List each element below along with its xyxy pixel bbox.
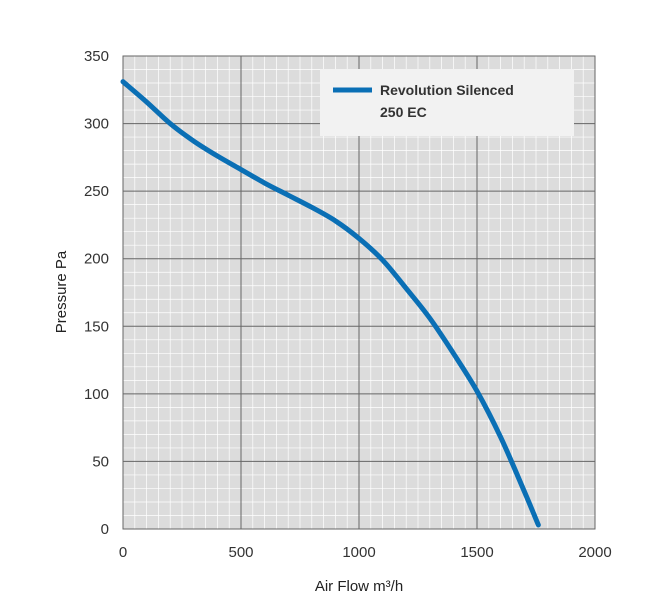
y-tick-label: 200 <box>84 251 109 268</box>
legend-label-line2: 250 EC <box>380 104 427 120</box>
x-tick-label: 2000 <box>578 544 611 561</box>
x-axis-ticks: 0 500 1000 1500 2000 <box>119 544 612 561</box>
y-tick-label: 350 <box>84 48 109 65</box>
x-tick-label: 500 <box>228 544 253 561</box>
y-tick-label: 0 <box>101 521 109 538</box>
x-tick-label: 1000 <box>342 544 375 561</box>
legend-label-line1: Revolution Silenced <box>380 82 514 98</box>
series-line-revolution-silenced-250-ec <box>120 79 541 528</box>
y-tick-label: 250 <box>84 183 109 200</box>
x-tick-label: 0 <box>119 544 127 561</box>
y-tick-label: 100 <box>84 386 109 403</box>
x-axis-title: Air Flow m³/h <box>315 578 403 595</box>
x-tick-label: 1500 <box>460 544 493 561</box>
y-tick-label: 150 <box>84 318 109 335</box>
y-tick-label: 50 <box>92 453 109 470</box>
legend-box <box>320 69 574 136</box>
minor-grid <box>123 56 595 529</box>
y-tick-label: 300 <box>84 116 109 133</box>
y-axis-title: Pressure Pa <box>53 250 70 333</box>
legend: Revolution Silenced 250 EC <box>320 69 574 136</box>
plot-frame <box>122 55 596 530</box>
y-axis-ticks: 0 50 100 150 200 250 300 350 <box>84 48 109 538</box>
